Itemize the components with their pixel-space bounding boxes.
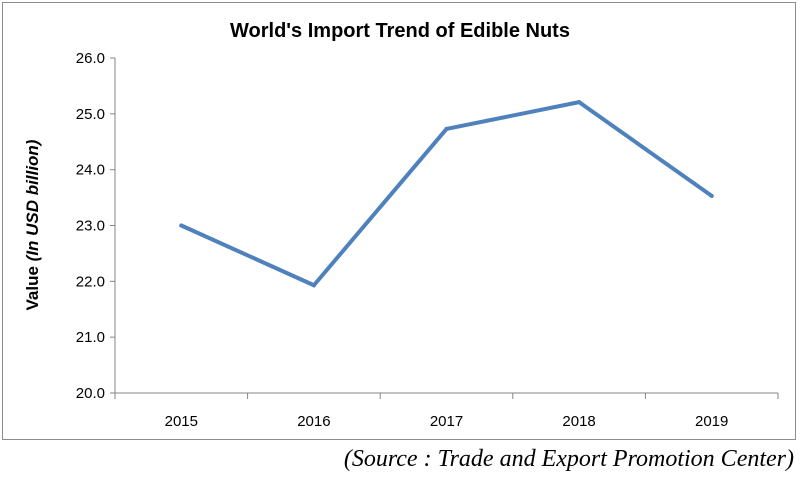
y-axis-label-main: Value [23,261,42,310]
data-point [179,223,184,228]
chart-frame [2,2,796,440]
x-tick-label: 2019 [695,413,728,430]
series-line-segment [577,100,714,198]
x-tick-label: 2017 [430,413,463,430]
y-axis-label: Value (In USD billion) [23,139,42,310]
series-group [179,100,714,288]
axes [110,57,779,399]
x-tick-label: 2015 [165,413,198,430]
x-tick-label: 2018 [562,413,595,430]
y-axis-label-unit: (In USD billion) [23,139,42,261]
series-line-segment [444,100,582,131]
y-tick-label: 26.0 [76,50,105,67]
data-point [311,283,316,288]
data-point [709,193,714,198]
data-point [444,126,449,131]
y-tick-label: 21.0 [76,329,105,346]
series-line-segment [311,126,449,288]
data-point [577,100,582,105]
x-tick-label: 2016 [297,413,330,430]
source-note: (Source : Trade and Export Promotion Cen… [343,446,794,472]
x-tick-labels: 2015 2016 2017 2018 2019 [165,413,729,430]
y-tick-label: 25.0 [76,106,105,123]
y-tick-labels: 20.0 21.0 22.0 23.0 24.0 25.0 26.0 [76,50,105,402]
y-tick-label: 20.0 [76,385,105,402]
chart-title: World's Import Trend of Edible Nuts [230,20,570,42]
y-tick-label: 23.0 [76,218,105,235]
y-tick-label: 22.0 [76,273,105,290]
series-line-segment [179,223,316,288]
y-tick-label: 24.0 [76,162,105,179]
